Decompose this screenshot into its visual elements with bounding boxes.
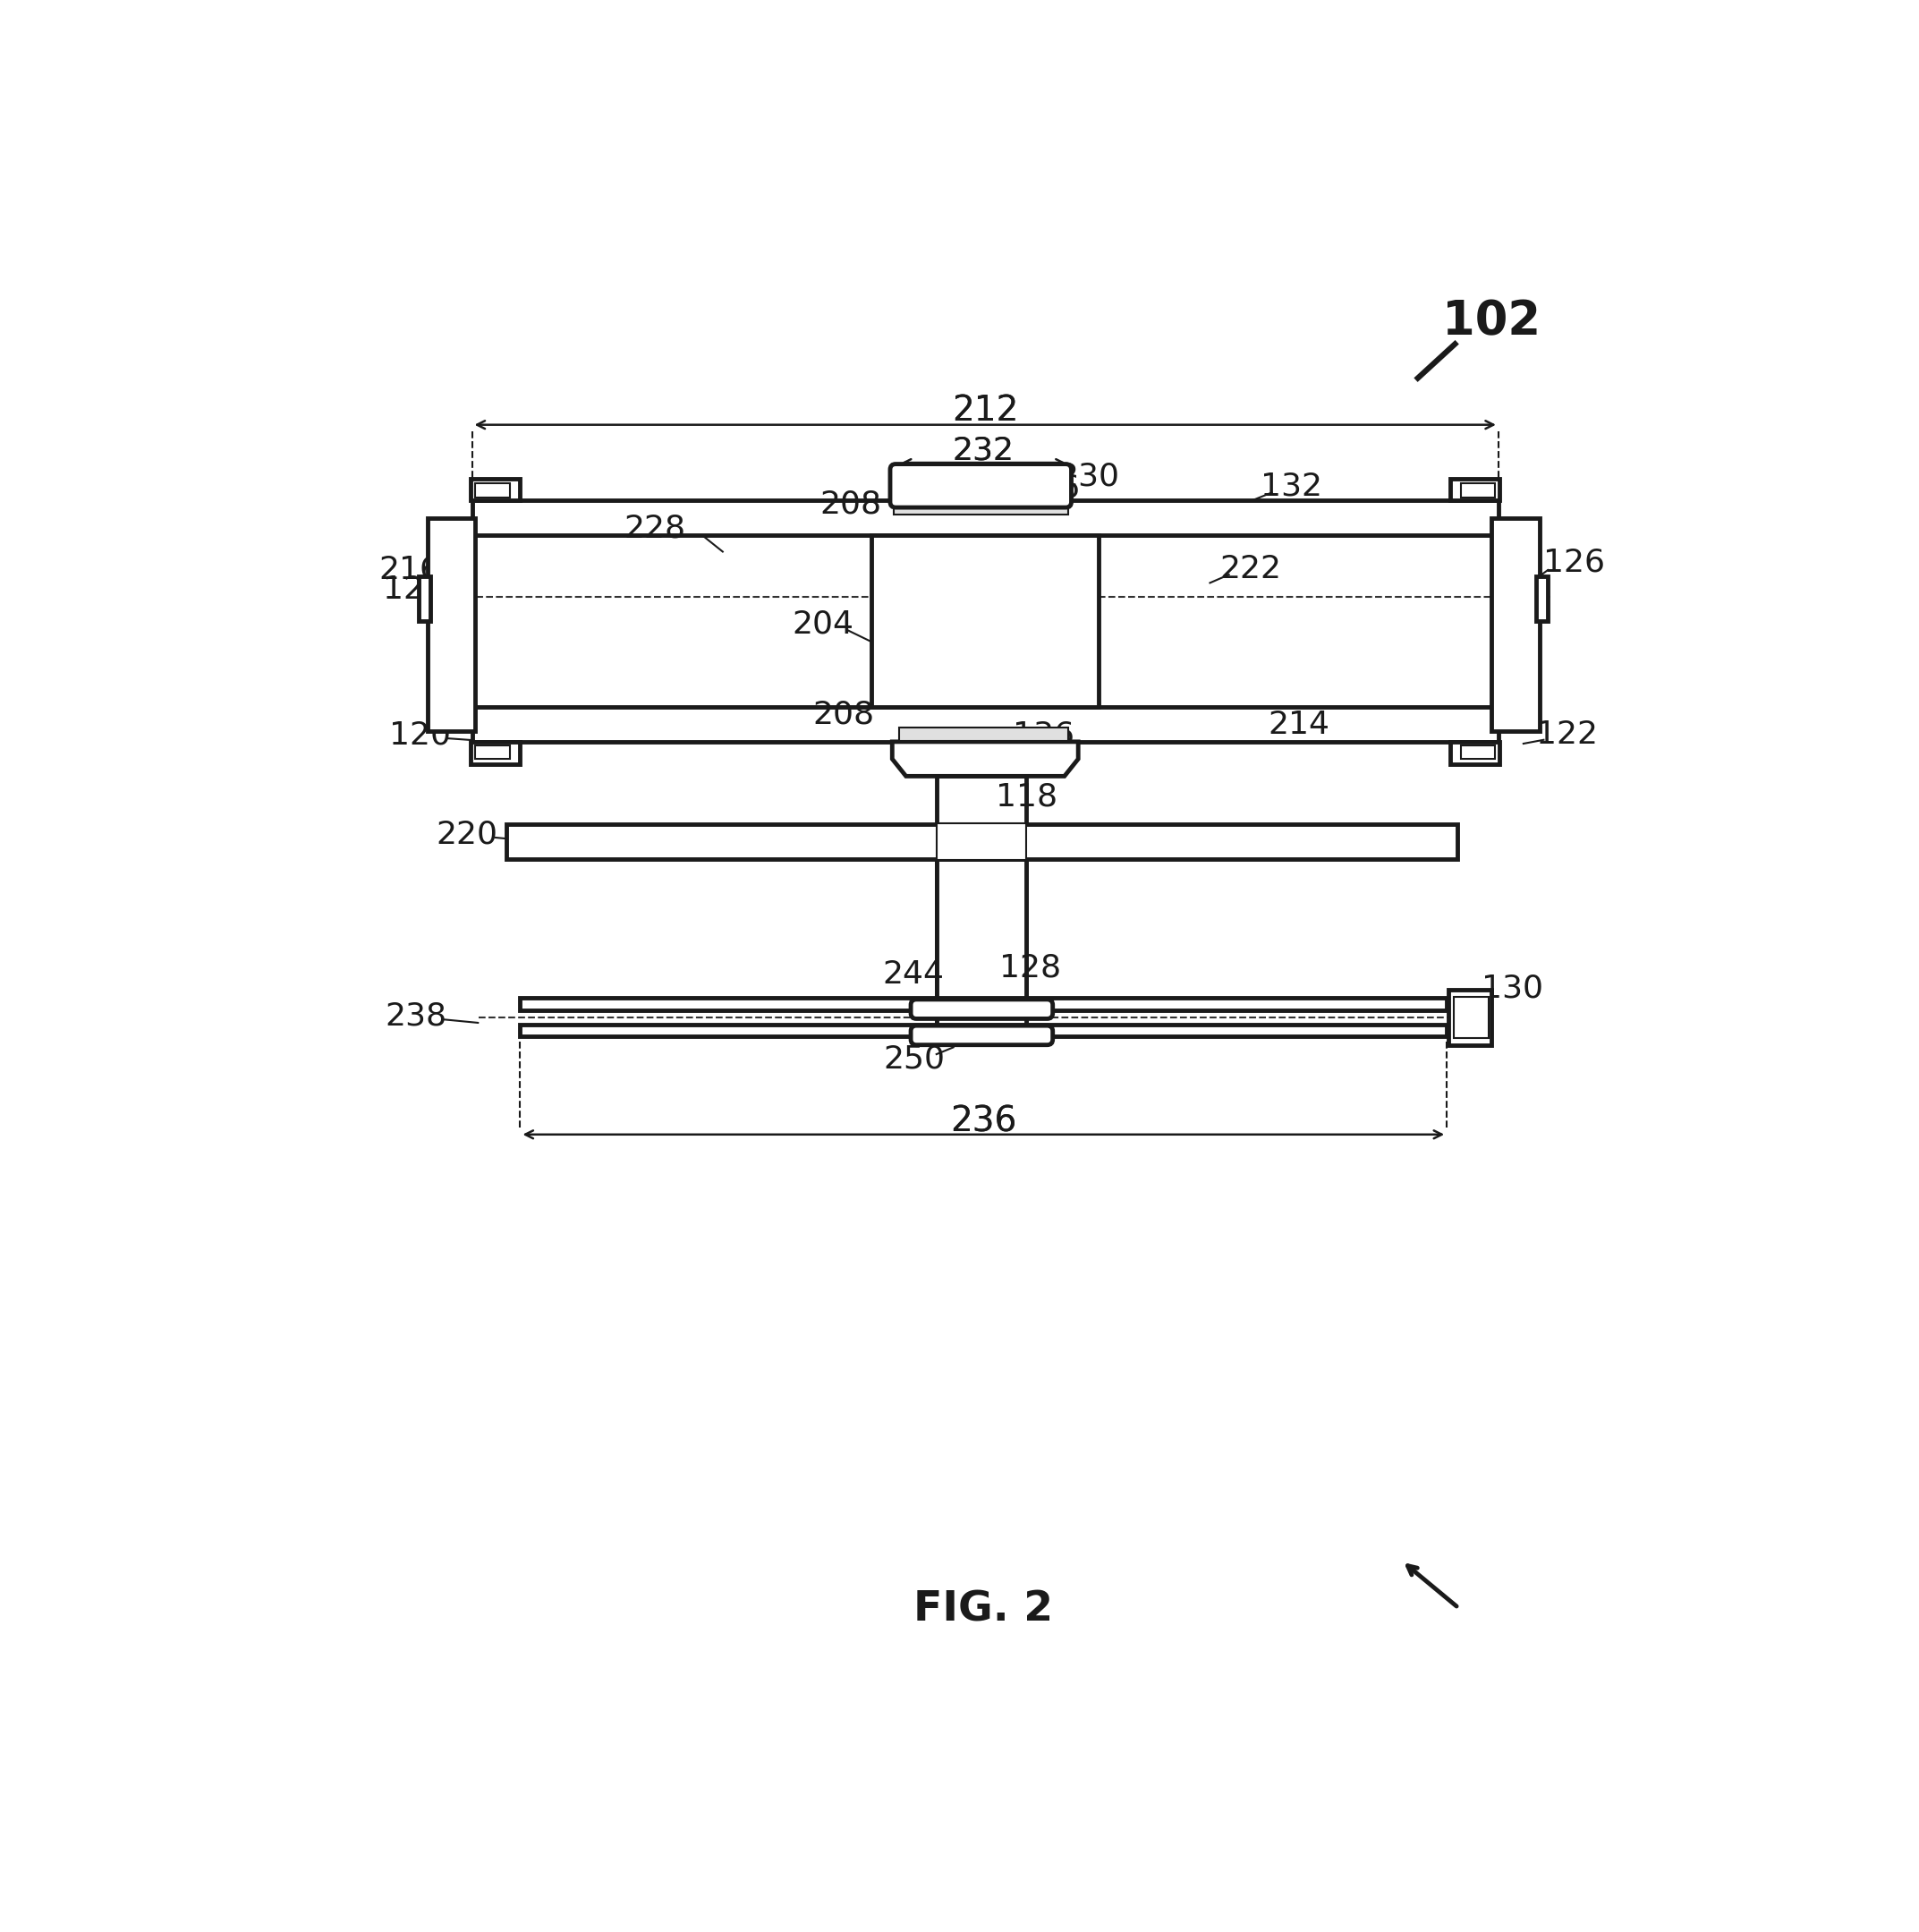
Bar xyxy=(936,860,1027,1034)
Text: 230: 230 xyxy=(1057,462,1119,491)
Bar xyxy=(470,742,520,763)
Bar xyxy=(520,1024,1447,1037)
Text: 136: 136 xyxy=(1013,719,1075,750)
Polygon shape xyxy=(892,742,1078,777)
Text: 232: 232 xyxy=(952,437,1013,466)
Bar xyxy=(470,479,520,500)
Bar xyxy=(428,518,476,732)
Text: 222: 222 xyxy=(1220,554,1282,585)
FancyBboxPatch shape xyxy=(890,464,1071,508)
Bar xyxy=(894,500,1067,514)
Text: 216: 216 xyxy=(380,554,441,585)
Text: 232: 232 xyxy=(952,437,1013,466)
Text: 244: 244 xyxy=(883,960,944,989)
Text: 236: 236 xyxy=(950,1105,1017,1140)
Bar xyxy=(1451,479,1501,500)
Bar xyxy=(1460,746,1495,759)
Text: 212: 212 xyxy=(952,394,1019,429)
Text: 118: 118 xyxy=(996,782,1057,811)
Bar xyxy=(1451,742,1501,763)
Text: 212: 212 xyxy=(952,394,1019,429)
Bar xyxy=(936,777,1027,1032)
FancyBboxPatch shape xyxy=(912,999,1054,1018)
Text: 124: 124 xyxy=(382,576,445,605)
Bar xyxy=(472,535,1499,707)
Bar xyxy=(476,746,510,759)
Bar xyxy=(472,707,1499,742)
Text: 130: 130 xyxy=(1481,974,1543,1003)
FancyBboxPatch shape xyxy=(912,1026,1054,1045)
Text: 238: 238 xyxy=(384,1001,447,1032)
Text: 204: 204 xyxy=(793,609,854,639)
Text: 126: 126 xyxy=(1543,547,1604,578)
Bar xyxy=(1455,997,1489,1037)
Bar xyxy=(472,500,1499,535)
Bar xyxy=(936,823,1027,860)
Bar xyxy=(418,576,430,622)
Bar xyxy=(507,825,1457,860)
Text: 102: 102 xyxy=(1443,298,1541,344)
Bar xyxy=(1537,576,1549,622)
Text: 208: 208 xyxy=(819,489,883,520)
Bar xyxy=(871,535,1100,707)
Text: 132: 132 xyxy=(1261,471,1322,502)
Text: 214: 214 xyxy=(1268,709,1330,740)
Bar xyxy=(1460,483,1495,497)
Text: 236: 236 xyxy=(950,1105,1017,1140)
Text: 250: 250 xyxy=(883,1043,946,1074)
Text: 120: 120 xyxy=(390,719,451,750)
Bar xyxy=(900,728,1067,742)
Text: 228: 228 xyxy=(624,512,685,543)
Text: FIG. 2: FIG. 2 xyxy=(913,1590,1054,1631)
Bar xyxy=(476,483,510,497)
Bar xyxy=(1449,989,1491,1045)
Bar xyxy=(520,999,1447,1010)
Text: 208: 208 xyxy=(814,699,875,730)
Text: 206: 206 xyxy=(1019,473,1080,504)
Text: 122: 122 xyxy=(1537,719,1599,750)
Text: 220: 220 xyxy=(436,819,497,850)
Bar xyxy=(1491,518,1539,732)
Text: 128: 128 xyxy=(1000,952,1061,983)
